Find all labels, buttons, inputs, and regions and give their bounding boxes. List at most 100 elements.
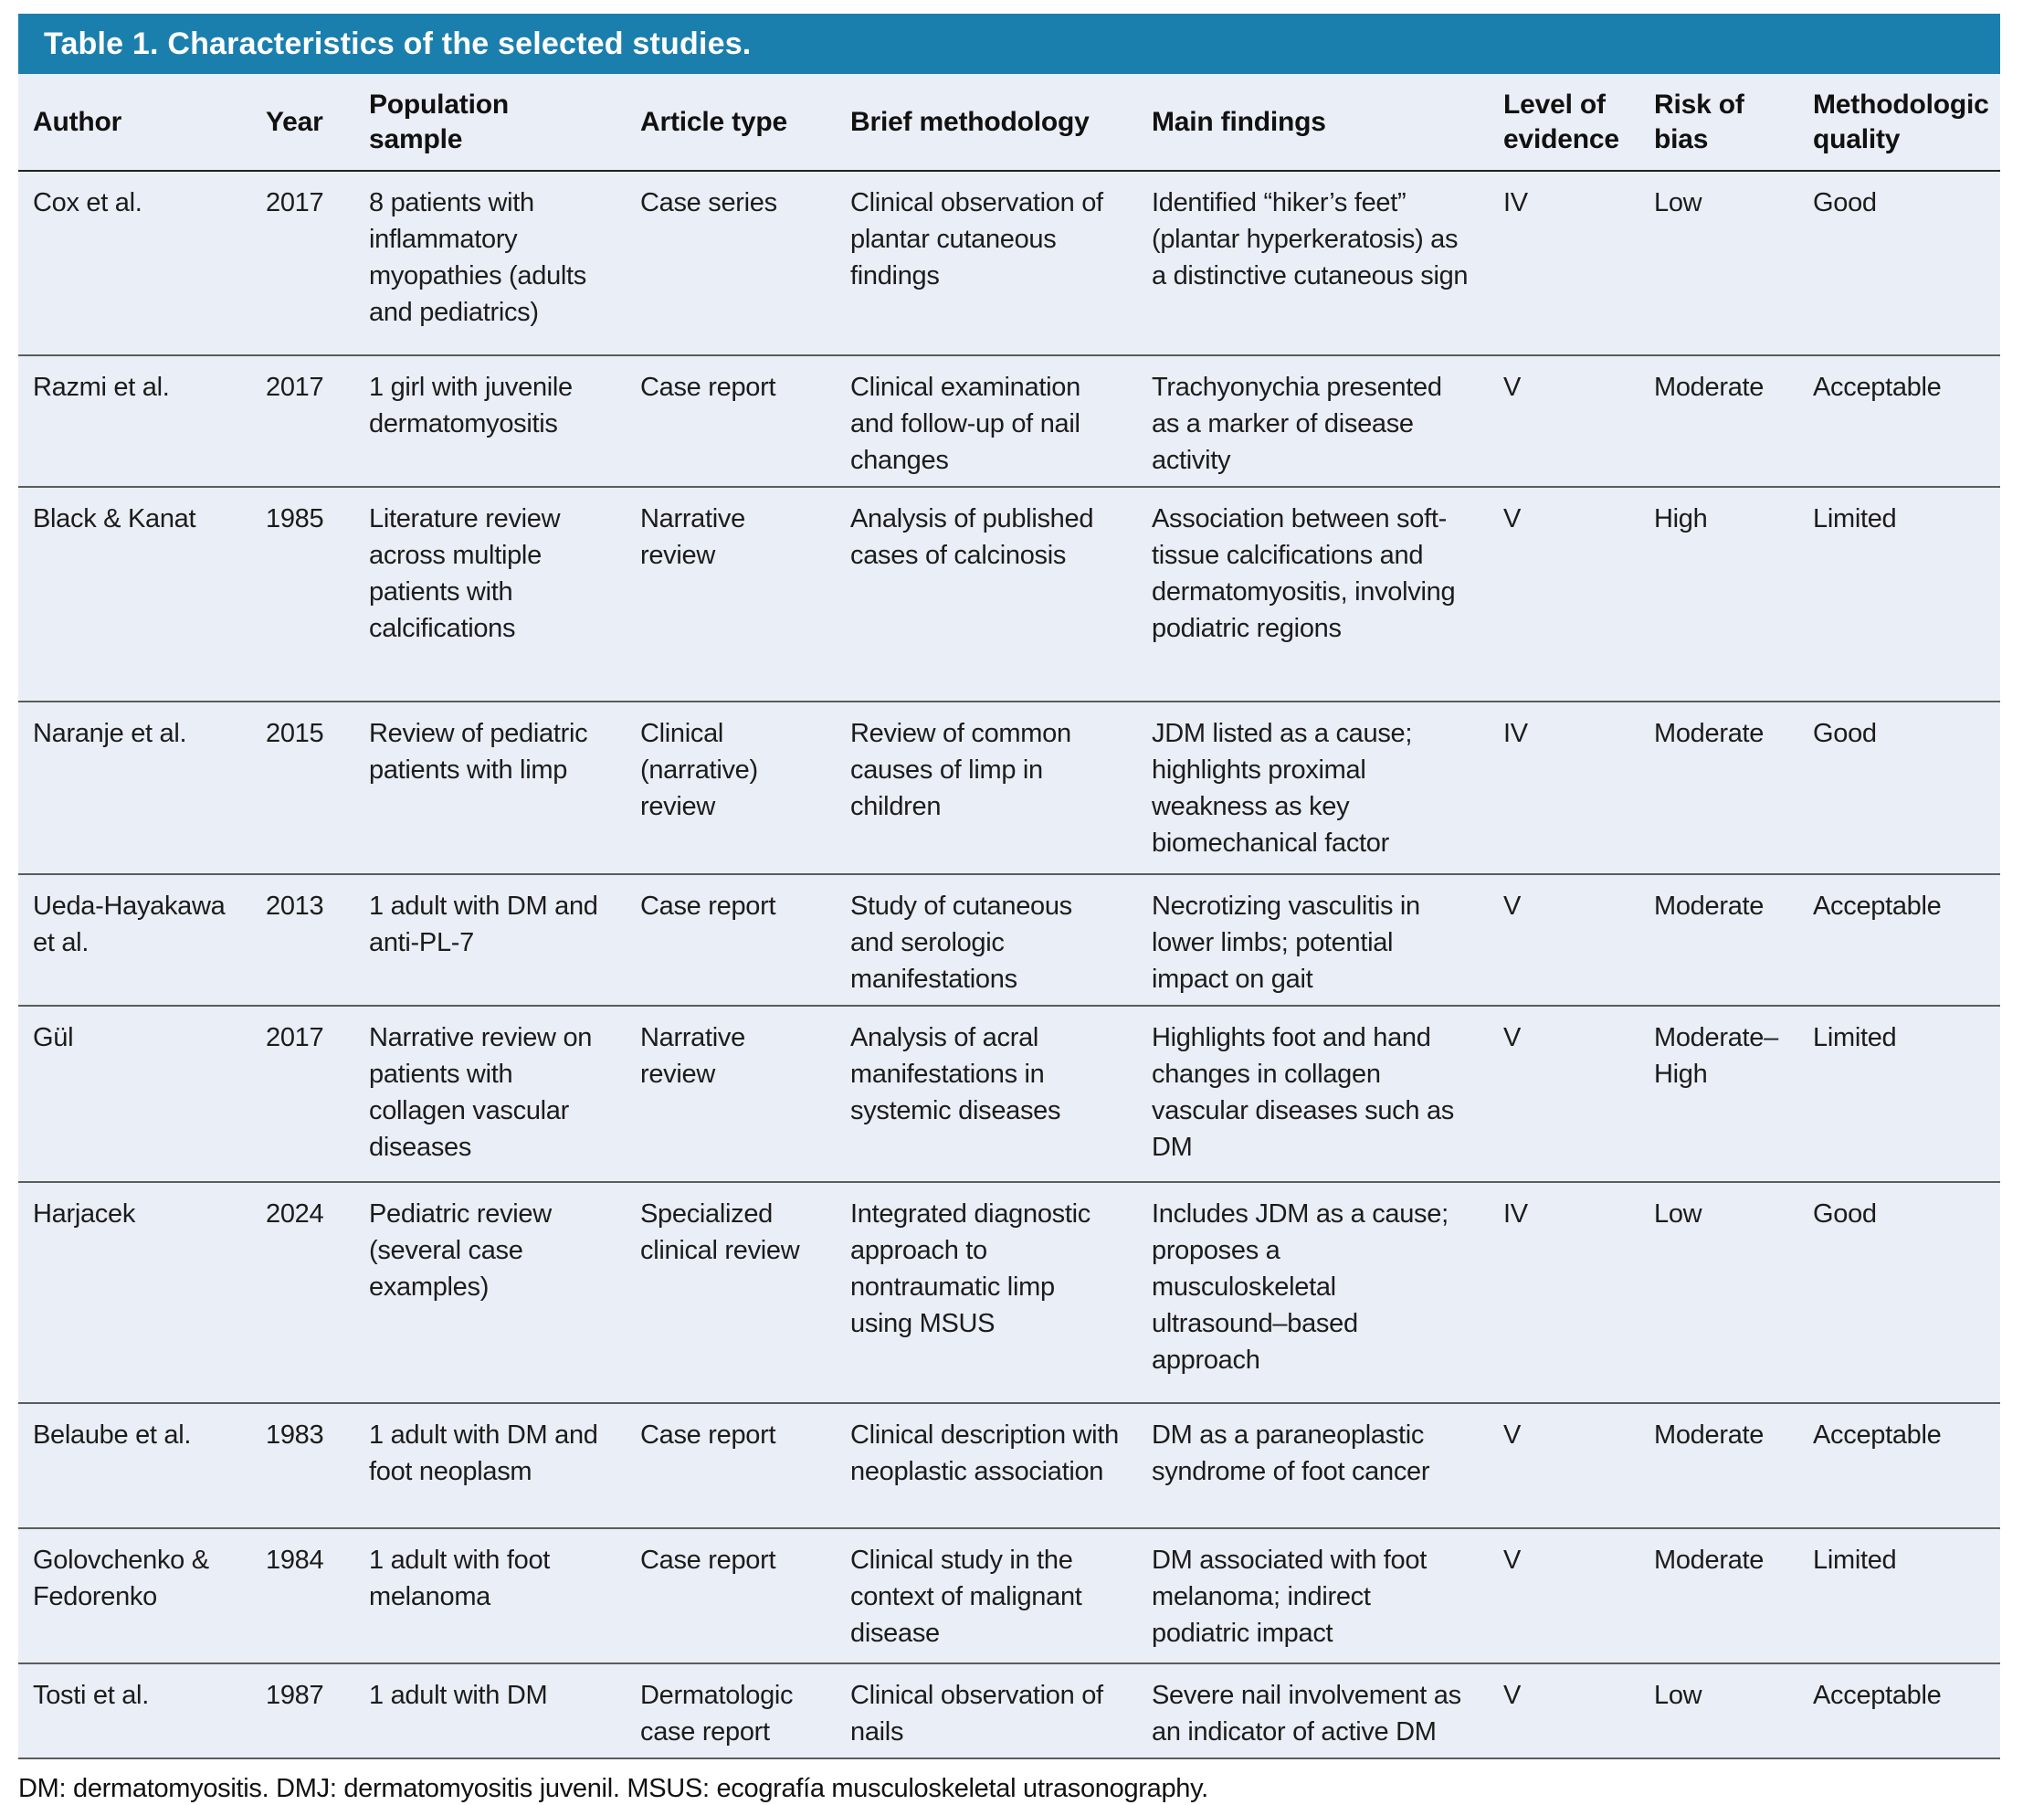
cell-methodology: Clinical study in the context of maligna… [836,1528,1137,1664]
cell-author: Razmi et al. [18,355,251,488]
cell-author: Naranje et al. [18,702,251,875]
cell-methodology: Analysis of published cases of calcinosi… [836,487,1137,702]
cell-bias: Low [1639,171,1798,356]
cell-quality: Acceptable [1798,1403,2000,1529]
cell-author: Golovchenko & Fedorenko [18,1528,251,1664]
cell-methodology: Integrated diagnostic approach to nontra… [836,1182,1137,1404]
cell-article-type: Clinical (narrative) review [626,702,836,875]
table-row: Naranje et al. 2015 Review of pediatric … [18,702,2000,875]
cell-population: 1 adult with DM [354,1663,626,1759]
table-footnote: DM: dermatomyositis. DMJ: dermatomyositi… [18,1774,1208,1803]
cell-evidence: IV [1489,702,1639,875]
cell-methodology: Review of common causes of limp in child… [836,702,1137,875]
cell-author: Tosti et al. [18,1663,251,1759]
cell-methodology: Clinical observation of nails [836,1663,1137,1759]
cell-population: Pediatric review (several case examples) [354,1182,626,1404]
cell-population: 1 adult with foot melanoma [354,1528,626,1664]
cell-year: 1984 [251,1528,354,1664]
cell-author: Cox et al. [18,171,251,356]
cell-year: 2024 [251,1182,354,1404]
cell-population: 1 adult with DM and foot neoplasm [354,1403,626,1529]
cell-article-type: Case series [626,171,836,356]
table-row: Tosti et al. 1987 1 adult with DM Dermat… [18,1663,2000,1759]
column-header-main-findings: Main findings [1137,74,1489,172]
cell-findings: Necrotizing vasculitis in lower limbs; p… [1137,874,1489,1007]
cell-evidence: V [1489,1403,1639,1529]
cell-article-type: Case report [626,1403,836,1529]
cell-year: 2013 [251,874,354,1007]
column-header-year: Year [251,74,354,172]
cell-findings: Highlights foot and hand changes in coll… [1137,1006,1489,1183]
cell-findings: DM associated with foot melanoma; indire… [1137,1528,1489,1664]
cell-year: 1983 [251,1403,354,1529]
cell-article-type: Narrative review [626,1006,836,1183]
column-header-population-sample: Population sample [354,74,626,172]
cell-year: 1987 [251,1663,354,1759]
cell-evidence: V [1489,1528,1639,1664]
table-title-bar: Table 1. Characteristics of the selected… [18,14,2000,74]
cell-evidence: V [1489,487,1639,702]
cell-evidence: V [1489,1663,1639,1759]
column-header-brief-methodology: Brief methodology [836,74,1137,172]
column-header-level-of-evidence: Level of evidence [1489,74,1639,172]
table-row: Gül 2017 Narrative review on patients wi… [18,1006,2000,1183]
cell-quality: Acceptable [1798,874,2000,1007]
cell-evidence: V [1489,355,1639,488]
table-row: Harjacek 2024 Pediatric review (several … [18,1182,2000,1404]
table-row: Golovchenko & Fedorenko 1984 1 adult wit… [18,1528,2000,1664]
column-header-article-type: Article type [626,74,836,172]
cell-population: Review of pediatric patients with limp [354,702,626,875]
cell-quality: Good [1798,171,2000,356]
cell-bias: High [1639,487,1798,702]
table-row: Cox et al. 2017 8 patients with inflamma… [18,171,2000,356]
cell-findings: Identified “hiker’s feet” (plantar hyper… [1137,171,1489,356]
cell-quality: Acceptable [1798,1663,2000,1759]
cell-bias: Moderate [1639,355,1798,488]
cell-population: Narrative review on patients with collag… [354,1006,626,1183]
cell-evidence: V [1489,874,1639,1007]
cell-year: 2017 [251,171,354,356]
cell-author: Gül [18,1006,251,1183]
cell-population: Literature review across multiple patien… [354,487,626,702]
cell-author: Black & Kanat [18,487,251,702]
cell-quality: Good [1798,1182,2000,1404]
cell-year: 2017 [251,1006,354,1183]
table-row: Razmi et al. 2017 1 girl with juvenile d… [18,355,2000,488]
cell-year: 2017 [251,355,354,488]
cell-quality: Limited [1798,1006,2000,1183]
cell-methodology: Clinical description with neoplastic ass… [836,1403,1137,1529]
cell-quality: Acceptable [1798,355,2000,488]
cell-author: Harjacek [18,1182,251,1404]
cell-evidence: IV [1489,1182,1639,1404]
cell-findings: Association between soft-tissue calcific… [1137,487,1489,702]
cell-quality: Limited [1798,487,2000,702]
cell-year: 1985 [251,487,354,702]
cell-evidence: IV [1489,171,1639,356]
cell-article-type: Dermatologic case report [626,1663,836,1759]
table-title: Table 1. Characteristics of the selected… [44,26,752,61]
cell-findings: DM as a paraneoplastic syndrome of foot … [1137,1403,1489,1529]
cell-article-type: Specialized clinical review [626,1182,836,1404]
cell-population: 1 adult with DM and anti-PL-7 [354,874,626,1007]
table-row: Belaube et al. 1983 1 adult with DM and … [18,1403,2000,1529]
column-header-methodologic-quality: Methodologic quality [1798,74,2000,172]
cell-year: 2015 [251,702,354,875]
cell-findings: Includes JDM as a cause; proposes a musc… [1137,1182,1489,1404]
header-row: Author Year Population sample Article ty… [18,74,2000,172]
study-table-figure: Table 1. Characteristics of the selected… [18,14,2000,1805]
cell-findings: JDM listed as a cause; highlights proxim… [1137,702,1489,875]
cell-methodology: Analysis of acral manifestations in syst… [836,1006,1137,1183]
cell-bias: Moderate [1639,874,1798,1007]
cell-bias: Moderate–High [1639,1006,1798,1183]
cell-findings: Severe nail involvement as an indicator … [1137,1663,1489,1759]
cell-methodology: Study of cutaneous and serologic manifes… [836,874,1137,1007]
table-row: Black & Kanat 1985 Literature review acr… [18,487,2000,702]
cell-quality: Good [1798,702,2000,875]
cell-bias: Moderate [1639,1403,1798,1529]
studies-table: Author Year Population sample Article ty… [18,74,2000,1759]
cell-author: Belaube et al. [18,1403,251,1529]
cell-methodology: Clinical observation of plantar cutaneou… [836,171,1137,356]
cell-population: 8 patients with inflammatory myopathies … [354,171,626,356]
cell-findings: Trachyonychia presented as a marker of d… [1137,355,1489,488]
column-header-author: Author [18,74,251,172]
